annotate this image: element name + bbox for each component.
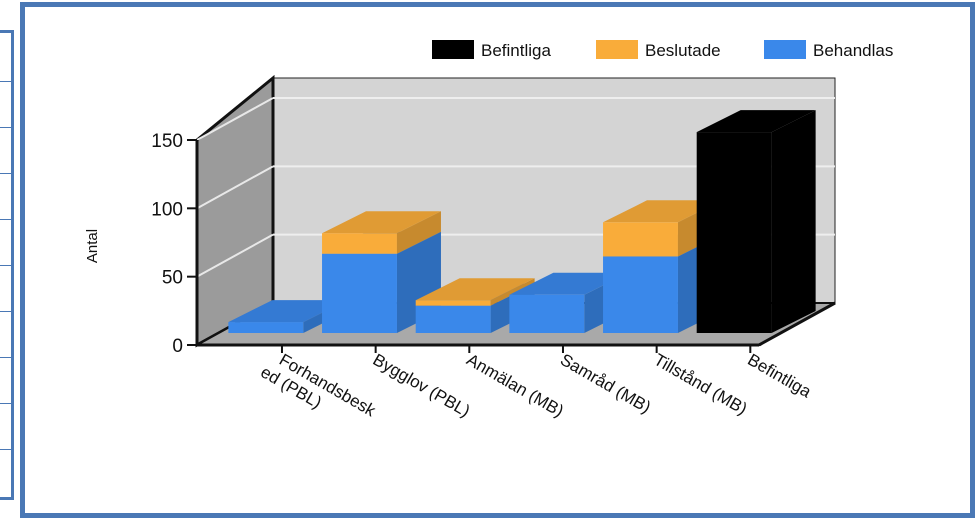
bar-forhandsbesked-pbl-behandlas-top — [228, 300, 348, 323]
legend: Befintliga Beslutade Behandlas — [432, 40, 893, 60]
bar-anm-lan-mb-beslutade-front — [415, 300, 491, 306]
legend-label-befintliga: Befintliga — [481, 41, 551, 60]
legend-swatch-befintliga — [432, 40, 474, 59]
panel-divider — [0, 219, 11, 220]
gridline-side-100 — [196, 165, 274, 210]
legend-item-befintliga: Befintliga — [432, 40, 551, 60]
gridline-side-50 — [196, 233, 274, 278]
legend-item-behandlas: Behandlas — [764, 40, 893, 60]
x-tick-label-line-tillst-nd-mb-0: Tillstånd (MB) — [651, 350, 751, 419]
x-tick-label-forhandsbesked-pbl: Forhandsbesked (PBL) — [257, 345, 379, 438]
bars — [228, 110, 816, 333]
y-axis-label: Antal — [84, 229, 101, 263]
legend-label-beslutade: Beslutade — [645, 41, 721, 60]
bar-forhandsbesked-pbl-behandlas-front — [228, 322, 304, 333]
x-tick-label-samr-d-mb: Samråd (MB) — [557, 350, 654, 417]
legend-swatch-beslutade — [596, 40, 638, 59]
x-tick-label-line-samr-d-mb-0: Samråd (MB) — [557, 350, 654, 417]
panel-divider — [0, 311, 11, 312]
y-tick-label-100: 100 — [151, 199, 183, 220]
legend-label-behandlas: Behandlas — [813, 41, 893, 60]
bar-bygglov-pbl-beslutade-top — [322, 211, 441, 234]
bar-tillst-nd-mb-behandlas-front — [603, 256, 678, 333]
bar-befintliga-befintliga — [696, 110, 816, 333]
panel-divider — [0, 403, 11, 404]
panel-divider — [0, 357, 11, 358]
bar-bygglov-pbl-beslutade-front — [322, 233, 397, 254]
legend-swatch-behandlas — [764, 40, 806, 59]
axes — [195, 140, 836, 347]
panel-divider — [0, 173, 11, 174]
bar-bygglov-pbl-beslutade-side — [396, 211, 441, 254]
gridline-side-150 — [196, 97, 274, 141]
panel-divider — [0, 127, 11, 128]
panel-divider — [0, 449, 11, 450]
bar-anm-lan-mb-behandlas-front — [415, 305, 491, 333]
bar-bygglov-pbl-behandlas-front — [322, 253, 397, 333]
x-tick-label-befintliga: Befintliga — [744, 350, 815, 402]
bar-samr-d-mb-behandlas-top — [509, 272, 629, 295]
bar-samr-d-mb-behandlas-front — [509, 294, 585, 333]
panel-divider — [0, 81, 11, 82]
bar-anm-lan-mb-beslutade-side — [490, 278, 535, 306]
bar-befintliga-befintliga-top — [696, 110, 816, 133]
x-tick-label-line-bygglov-pbl-0: Bygglov (PBL) — [370, 350, 474, 421]
bar-tillst-nd-mb-beslutade-front — [603, 222, 678, 257]
x-axis-depth-line — [758, 301, 836, 347]
x-tick-label-line-befintliga-0: Befintliga — [744, 350, 815, 402]
x-tick-label-anm-lan-mb: Anmälan (MB) — [463, 350, 567, 421]
y-tick-label-0: 0 — [172, 336, 183, 357]
bar-befintliga-befintliga-side — [771, 110, 816, 333]
bar-tillst-nd-mb-beslutade-top — [603, 200, 722, 223]
panel-divider — [0, 265, 11, 266]
y-tick-labels: 0 50 100 150 — [151, 131, 197, 357]
adjacent-panel-edge — [0, 30, 14, 500]
x-tick-label-tillst-nd-mb: Tillstånd (MB) — [651, 350, 751, 419]
x-tick-labels: Forhandsbesked (PBL) Bygglov (PBL)Anmälan… — [257, 345, 815, 438]
y-tick-label-50: 50 — [162, 268, 183, 289]
x-tick-label-line-anm-lan-mb-0: Anmälan (MB) — [463, 350, 567, 421]
legend-item-beslutade: Beslutade — [596, 40, 721, 60]
x-tick-label-bygglov-pbl: Bygglov (PBL) — [370, 350, 474, 421]
bar-anm-lan-mb-beslutade-top — [415, 278, 535, 301]
bar-befintliga-befintliga-front — [696, 132, 772, 333]
y-tick-label-150: 150 — [151, 131, 183, 152]
bar-anm-lan-mb-beslutade — [415, 278, 535, 306]
bar-bygglov-pbl-beslutade — [322, 211, 441, 254]
